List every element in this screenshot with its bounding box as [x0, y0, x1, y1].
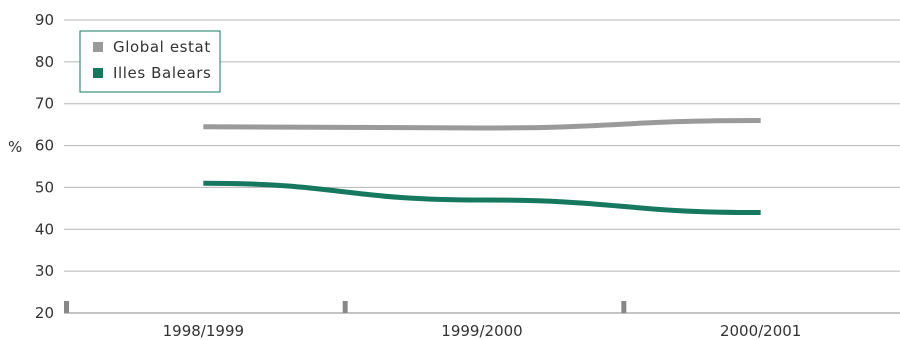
x-tick-mark [64, 301, 69, 313]
legend-label-illes-balears: Illes Balears [113, 64, 211, 82]
x-tick-label: 2000/2001 [720, 322, 801, 340]
legend-swatch-global-estat [93, 42, 103, 52]
y-tick-label: 20 [35, 304, 54, 322]
x-tick-mark [621, 301, 627, 313]
y-tick-label: 70 [35, 95, 54, 113]
y-tick-label: 40 [35, 220, 54, 238]
y-tick-label: 80 [35, 53, 54, 71]
series-line-global-estat [203, 117, 761, 131]
y-tick-label: 60 [35, 137, 54, 155]
legend-label-global-estat: Global estat [113, 38, 211, 56]
y-tick-label: 90 [35, 11, 54, 29]
series-lines [203, 117, 761, 216]
legend-box [79, 30, 221, 93]
y-tick-label: 30 [35, 262, 54, 280]
legend-swatch-illes-balears [93, 68, 103, 78]
legend: Global estat Illes Balears [79, 30, 221, 93]
y-axis-label: % [8, 138, 22, 156]
y-tick-label: 50 [35, 178, 54, 196]
x-tick-label: 1998/1999 [163, 322, 244, 340]
x-tick-label: 1999/2000 [441, 322, 522, 340]
x-tick-mark [342, 301, 348, 313]
y-axis-tick-labels: 20 30 40 50 60 70 80 90 [35, 11, 54, 322]
x-axis: 1998/1999 1999/2000 2000/2001 [64, 301, 900, 340]
